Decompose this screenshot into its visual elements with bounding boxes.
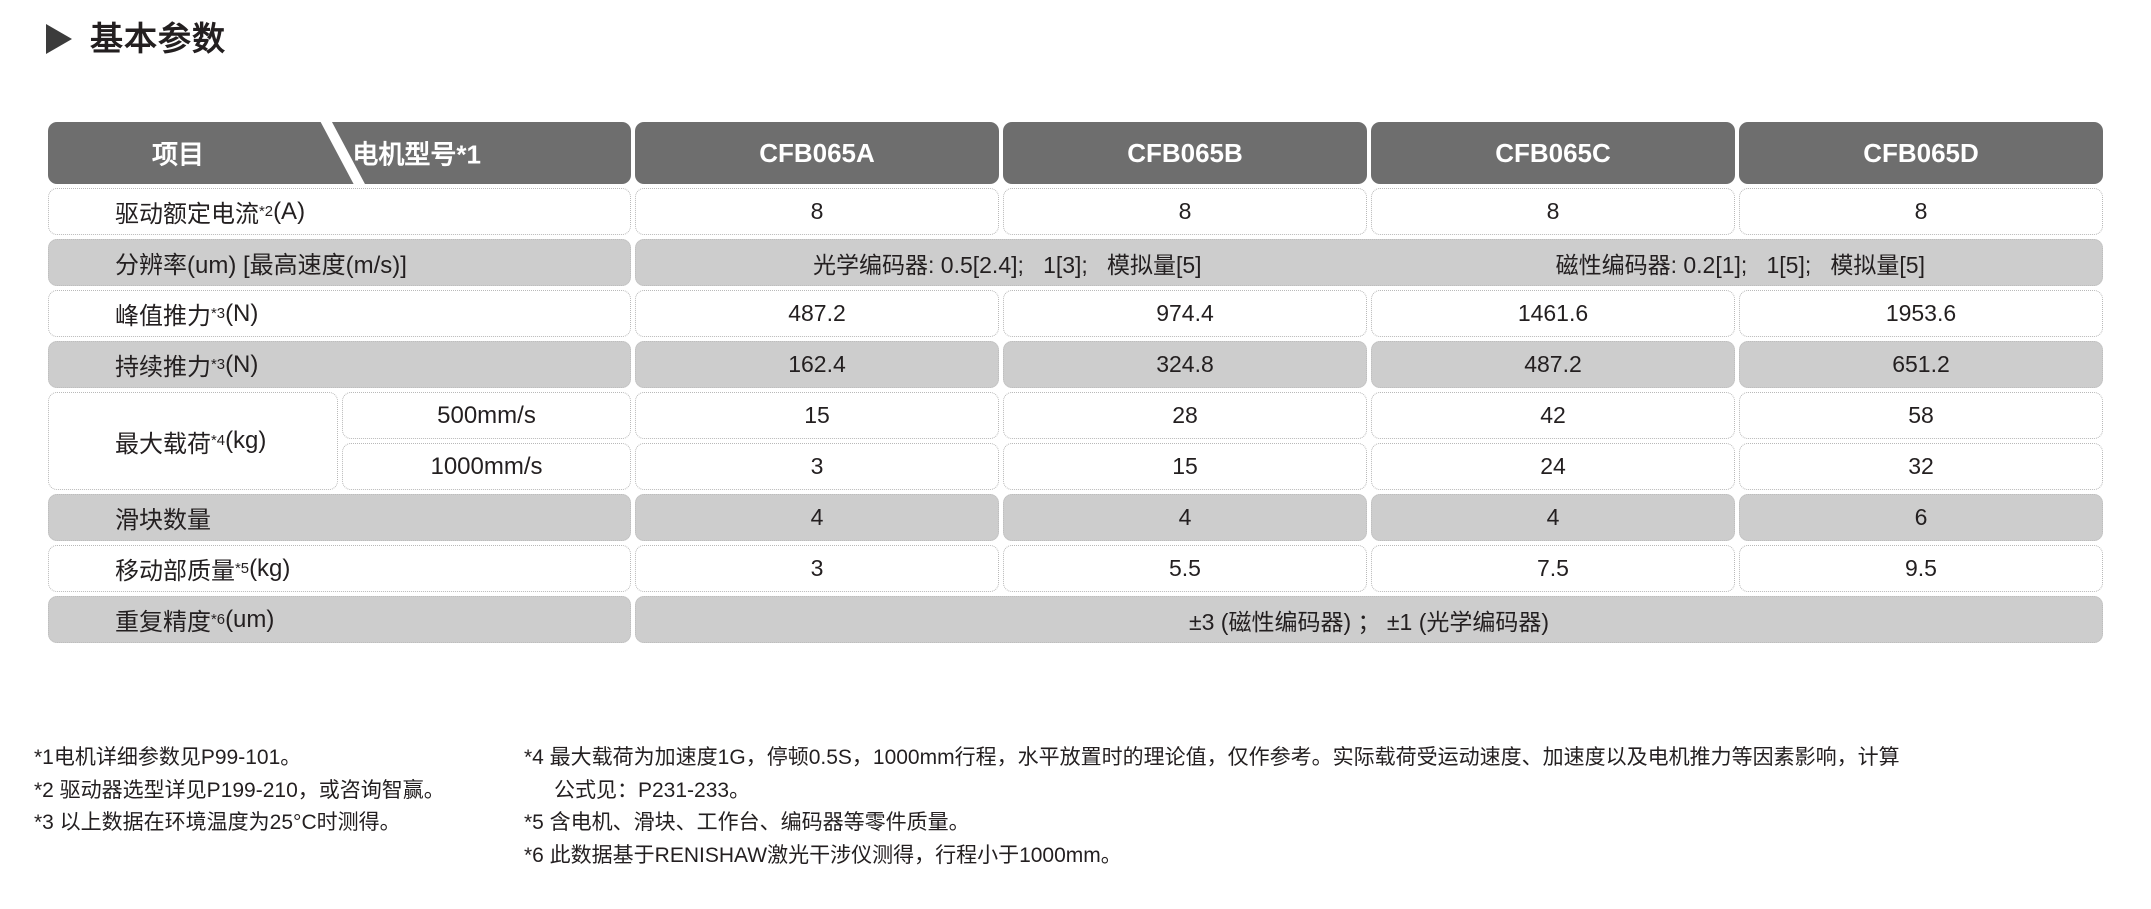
row-4b-value-3: 32 [1739, 443, 2103, 490]
row-0-value-1: 8 [1003, 188, 1367, 235]
footnotes-left-column: *1电机详细参数见P99-101。 *2 驱动器选型详见P199-210，或咨询… [34, 742, 524, 872]
row-3-value-2: 487.2 [1371, 341, 1735, 388]
row-4a-value-0: 15 [635, 392, 999, 439]
row-5-value-2: 4 [1371, 494, 1735, 541]
row-label: 重复精度 *6 (um) [48, 596, 631, 643]
row-0-value-3: 8 [1739, 188, 2103, 235]
row-label: 持续推力 *3 (N) [48, 341, 631, 388]
table-row: 移动部质量 *5 (kg) 3 5.5 7.5 9.5 [48, 545, 2103, 592]
max-load-subrows: 500mm/s 15 28 42 58 1000mm/s 3 15 24 32 [342, 392, 2103, 490]
row-label: 分辨率(um) [最高速度(m/s)] [48, 239, 631, 286]
footnote-4: *4 最大载荷为加速度1G，停顿0.5S，1000mm行程，水平放置时的理论值，… [524, 746, 1900, 769]
row-2-value-2: 1461.6 [1371, 290, 1735, 337]
row-3-value-3: 651.2 [1739, 341, 2103, 388]
subrow-label-1000: 1000mm/s [342, 443, 631, 490]
row-6-value-2: 7.5 [1371, 545, 1735, 592]
row-label: 峰值推力 *3 (N) [48, 290, 631, 337]
row-2-value-3: 1953.6 [1739, 290, 2103, 337]
row-5-value-3: 6 [1739, 494, 2103, 541]
row-4b-value-2: 24 [1371, 443, 1735, 490]
row-4a-value-3: 58 [1739, 392, 2103, 439]
table-subrow: 500mm/s 15 28 42 58 [342, 392, 2103, 439]
row-0-value-2: 8 [1371, 188, 1735, 235]
table-row: 驱动额定电流 *2 (A) 8 8 8 8 [48, 188, 2103, 235]
footnote-2: *2 驱动器选型详见P199-210，或咨询智赢。 [34, 778, 445, 802]
footnote-5: *5 含电机、滑块、工作台、编码器等零件质量。 [524, 811, 970, 835]
table-row: 持续推力 *3 (N) 162.4 324.8 487.2 651.2 [48, 341, 2103, 388]
header-col-2: CFB065C [1371, 122, 1735, 184]
optical-encoder-spec: 光学编码器: 0.5[2.4]; 1[3]; 模拟量[5] [813, 251, 1202, 278]
row-4a-value-1: 28 [1003, 392, 1367, 439]
footnote-4-cont: 公式见：P231-233。 [554, 778, 751, 802]
table-header-row: 项目 电机型号*1 CFB065A CFB065B CFB065C CFB065… [48, 122, 2103, 184]
row-label: 滑块数量 [48, 494, 631, 541]
header-col-1: CFB065B [1003, 122, 1367, 184]
row-6-value-0: 3 [635, 545, 999, 592]
footnotes: *1电机详细参数见P99-101。 *2 驱动器选型详见P199-210，或咨询… [34, 742, 2124, 872]
footnotes-right-column: *4 最大载荷为加速度1G，停顿0.5S，1000mm行程，水平放置时的理论值，… [524, 742, 2124, 872]
row-3-value-0: 162.4 [635, 341, 999, 388]
header-col-3: CFB065D [1739, 122, 2103, 184]
magnetic-encoder-spec: 磁性编码器: 0.2[1]; 1[5]; 模拟量[5] [1555, 251, 1925, 278]
spec-table: 项目 电机型号*1 CFB065A CFB065B CFB065C CFB065… [48, 122, 2103, 647]
triangle-right-icon [46, 23, 72, 54]
table-row: 峰值推力 *3 (N) 487.2 974.4 1461.6 1953.6 [48, 290, 2103, 337]
table-row: 最大载荷 *4 (kg) 500mm/s 15 28 42 58 1000mm/s … [48, 392, 2103, 490]
row-6-value-1: 5.5 [1003, 545, 1367, 592]
row-1-merged-value: 光学编码器: 0.5[2.4]; 1[3]; 模拟量[5] 磁性编码器: 0.2… [635, 239, 2103, 286]
subrow-label-500: 500mm/s [342, 392, 631, 439]
table-row: 分辨率(um) [最高速度(m/s)] 光学编码器: 0.5[2.4]; 1[3… [48, 239, 2103, 286]
table-subrow: 1000mm/s 3 15 24 32 [342, 443, 2103, 490]
row-2-value-1: 974.4 [1003, 290, 1367, 337]
row-7-merged-value: ±3 (磁性编码器) ； ±1 (光学编码器) [635, 596, 2103, 643]
row-5-value-0: 4 [635, 494, 999, 541]
row-5-value-1: 4 [1003, 494, 1367, 541]
row-2-value-0: 487.2 [635, 290, 999, 337]
footnote-3: *3 以上数据在环境温度为25°C时测得。 [34, 811, 401, 835]
footnote-6: *6 此数据基于RENISHAW激光干涉仪测得，行程小于1000mm。 [524, 843, 1122, 867]
table-row: 滑块数量 4 4 4 6 [48, 494, 2103, 541]
footnote-1: *1电机详细参数见P99-101。 [34, 746, 302, 769]
row-4b-value-0: 3 [635, 443, 999, 490]
row-4a-value-2: 42 [1371, 392, 1735, 439]
row-6-value-3: 9.5 [1739, 545, 2103, 592]
row-label: 移动部质量 *5 (kg) [48, 545, 631, 592]
header-model-label: 电机型号*1 [352, 139, 481, 170]
header-item-model-cell: 项目 电机型号*1 [48, 122, 631, 184]
row-label: 最大载荷 *4 (kg) [48, 392, 338, 490]
row-label: 驱动额定电流 *2 (A) [48, 188, 631, 235]
row-3-value-1: 324.8 [1003, 341, 1367, 388]
page-title: 基本参数 [90, 20, 226, 57]
row-4b-value-1: 15 [1003, 443, 1367, 490]
section-title-row: 基本参数 [46, 22, 226, 55]
header-col-0: CFB065A [635, 122, 999, 184]
table-row: 重复精度 *6 (um) ±3 (磁性编码器) ； ±1 (光学编码器) [48, 596, 2103, 643]
header-item-label: 项目 [152, 139, 205, 170]
row-0-value-0: 8 [635, 188, 999, 235]
